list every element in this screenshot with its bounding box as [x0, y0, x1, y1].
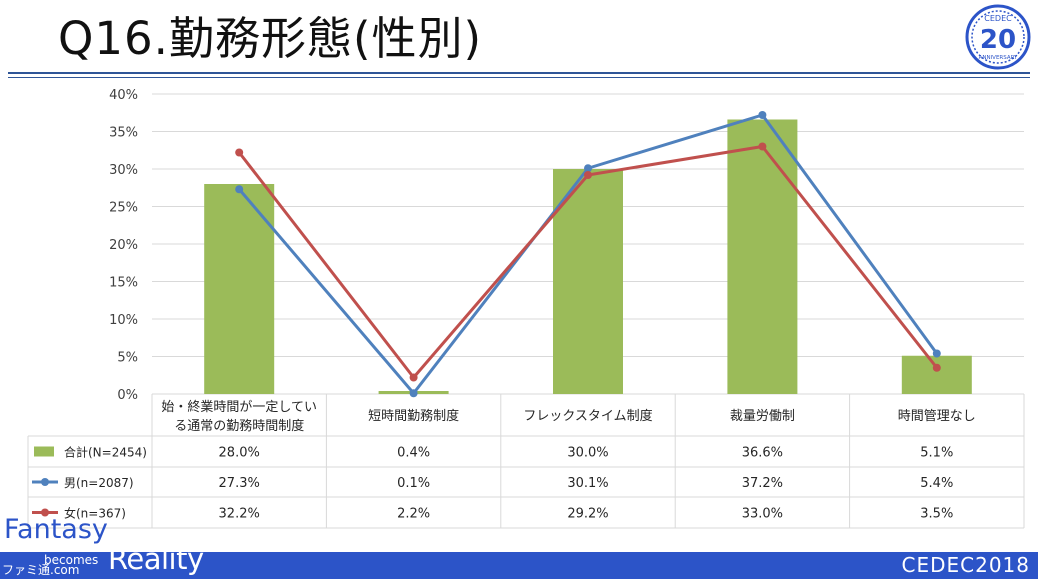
y-tick-label: 5% — [117, 351, 138, 366]
watermark: ファミ通.com — [2, 563, 80, 577]
legend-label: 合計(N=2454) — [64, 445, 147, 460]
work-style-chart: 0% 5% 10% 15% 20% 25% 30% 35% 40% 始・終業時間が一定している通常… — [27, 88, 1025, 529]
data-value-label: 27.3% — [219, 476, 260, 491]
tagline-logo: Fantasy becomes Reality — [0, 512, 220, 579]
legend-marker — [41, 478, 49, 486]
bar — [553, 169, 623, 394]
data-value-label: 30.1% — [567, 476, 608, 491]
title-underline — [8, 72, 1030, 74]
x-category-label: 始・終業時間が一定してい — [161, 399, 317, 415]
data-value-label: 28.0% — [219, 446, 260, 461]
tagline-reality: Reality — [108, 542, 204, 576]
legend-label: 女(n=367) — [64, 506, 126, 521]
tagline-fantasy: Fantasy — [4, 514, 108, 545]
y-tick-label: 25% — [109, 201, 138, 216]
y-tick-label: 20% — [109, 238, 138, 253]
data-point — [758, 111, 767, 119]
data-point — [584, 164, 592, 173]
footer-bar — [0, 552, 1038, 579]
data-value-label: 0.4% — [397, 446, 430, 461]
legend-label: 男(n=2087) — [64, 476, 134, 490]
data-value-label: 36.6% — [742, 446, 783, 461]
logo-bottom-text: ANNIVERSARY — [979, 55, 1018, 61]
y-tick-label: 30% — [109, 163, 138, 178]
data-value-label: 30.0% — [567, 446, 608, 461]
data-value-label: 33.0% — [742, 507, 783, 522]
data-point — [235, 148, 244, 157]
x-category-label: 時間管理なし — [898, 409, 976, 424]
x-category-label: る通常の勤務時間制度 — [174, 418, 304, 434]
y-tick-label: 10% — [109, 313, 138, 328]
legend-marker — [41, 508, 49, 517]
data-value-label: 32.2% — [219, 507, 260, 522]
data-point — [932, 349, 941, 358]
y-tick-label: 40% — [109, 88, 138, 103]
data-value-label: 37.2% — [742, 476, 783, 491]
logo-number: 20 — [980, 25, 1016, 55]
logo-top-text: CEDEC — [984, 14, 1012, 23]
x-category-label: 裁量労働制 — [730, 408, 795, 424]
data-value-label: 3.5% — [920, 507, 953, 522]
footer-brand: CEDEC2018 — [901, 553, 1030, 577]
slide-title: Q16.勤務形態(性別) — [58, 12, 483, 65]
data-point — [409, 373, 418, 382]
tagline-becomes: becomes — [44, 553, 99, 567]
legend-swatch — [34, 446, 54, 457]
cedec-20th-anniversary-logo: CEDEC 20 ANNIVERSARY — [965, 4, 1031, 70]
title-underline-thin — [8, 77, 1030, 78]
y-tick-label: 15% — [109, 276, 138, 291]
data-point — [584, 171, 592, 179]
bar — [901, 355, 972, 394]
bar — [727, 119, 798, 394]
data-value-label: 2.2% — [397, 507, 430, 522]
data-value-label: 0.1% — [397, 476, 430, 491]
data-point — [409, 389, 418, 398]
bar — [204, 184, 275, 394]
y-tick-label: 0% — [117, 388, 138, 403]
data-value-label: 5.4% — [920, 476, 953, 491]
data-point — [758, 142, 767, 151]
data-point — [932, 363, 941, 372]
x-category-label: フレックスタイム制度 — [523, 408, 652, 424]
data-value-label: 29.2% — [567, 507, 608, 522]
data-value-label: 5.1% — [920, 446, 953, 461]
data-point — [235, 185, 244, 194]
x-category-label: 短時間勤務制度 — [368, 408, 459, 424]
y-tick-label: 35% — [109, 126, 138, 141]
